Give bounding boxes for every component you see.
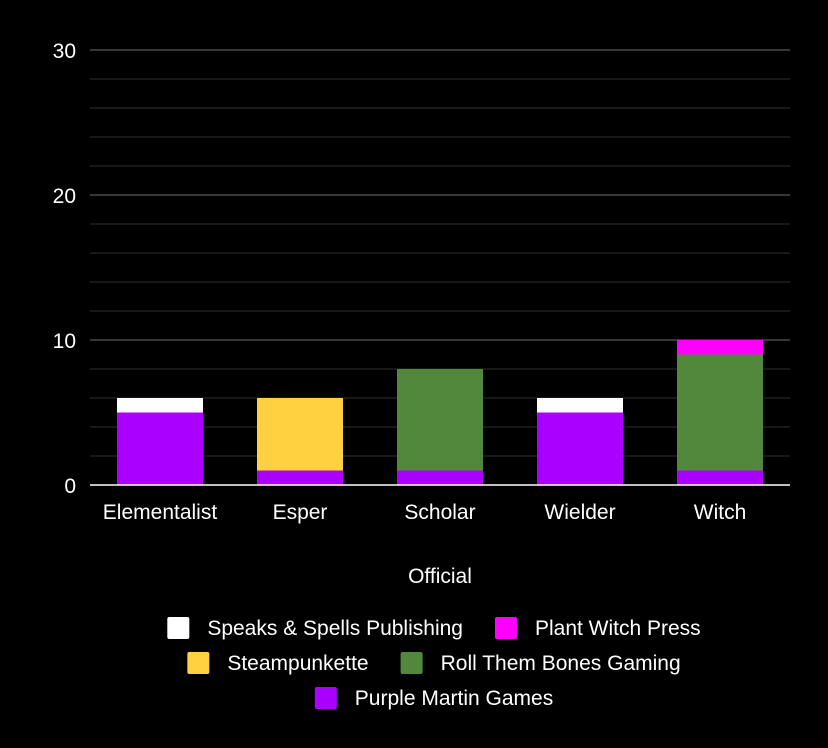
y-tick-label: 10 bbox=[53, 330, 76, 353]
x-tick-label: Elementalist bbox=[103, 501, 218, 524]
x-tick-label: Scholar bbox=[404, 501, 475, 524]
bar-segment-purple-martin-games bbox=[397, 470, 483, 485]
x-tick-label: Witch bbox=[694, 501, 747, 524]
legend-row: Steampunkette Roll Them Bones Gaming bbox=[187, 652, 681, 675]
bar-segment-speaks-spells-publishing bbox=[117, 398, 203, 413]
legend-swatch bbox=[167, 617, 190, 639]
y-tick-label: 20 bbox=[53, 185, 76, 208]
bar-segment-roll-them-bones-gaming bbox=[677, 354, 763, 471]
axes: 0 10 20 30 Elementalist Esper Scholar Wielder Wi… bbox=[53, 40, 790, 524]
bar-segment-purple-martin-games bbox=[117, 412, 203, 485]
x-tick-label: Wielder bbox=[544, 501, 615, 524]
legend-row: Speaks & Spells Publishing Plant Witch Pr… bbox=[167, 617, 701, 640]
legend-swatch bbox=[187, 652, 210, 674]
legend-swatch bbox=[494, 617, 517, 639]
gridlines bbox=[90, 49, 790, 457]
bar-segment-plant-witch-press bbox=[677, 340, 763, 355]
legend-swatch bbox=[314, 687, 337, 709]
y-tick-label: 30 bbox=[53, 40, 76, 63]
bar-segment-speaks-spells-publishing bbox=[537, 398, 623, 413]
legend-label: Steampunkette bbox=[227, 652, 368, 675]
legend-label: Purple Martin Games bbox=[355, 687, 553, 710]
legend: Speaks & Spells Publishing Plant Witch Pr… bbox=[167, 617, 701, 710]
bar-segment-purple-martin-games bbox=[257, 470, 343, 485]
x-tick-label: Esper bbox=[273, 501, 328, 524]
bar-segment-roll-them-bones-gaming bbox=[397, 369, 483, 471]
legend-item: Steampunkette bbox=[187, 652, 369, 675]
legend-item: Plant Witch Press bbox=[494, 617, 701, 640]
y-tick-label: 0 bbox=[64, 475, 76, 498]
legend-label: Plant Witch Press bbox=[535, 617, 701, 640]
legend-item: Purple Martin Games bbox=[314, 687, 553, 710]
legend-swatch bbox=[400, 652, 423, 674]
legend-item: Speaks & Spells Publishing bbox=[167, 617, 463, 640]
legend-row: Purple Martin Games bbox=[314, 687, 553, 710]
bar-segment-purple-martin-games bbox=[677, 470, 763, 485]
bar-segment-purple-martin-games bbox=[537, 412, 623, 485]
bar-segment-steampunkette bbox=[257, 398, 343, 471]
legend-label: Roll Them Bones Gaming bbox=[441, 652, 681, 675]
bars bbox=[117, 340, 763, 485]
legend-item: Roll Them Bones Gaming bbox=[400, 652, 681, 675]
x-axis-label: Official bbox=[408, 565, 472, 588]
legend-label: Speaks & Spells Publishing bbox=[207, 617, 463, 640]
